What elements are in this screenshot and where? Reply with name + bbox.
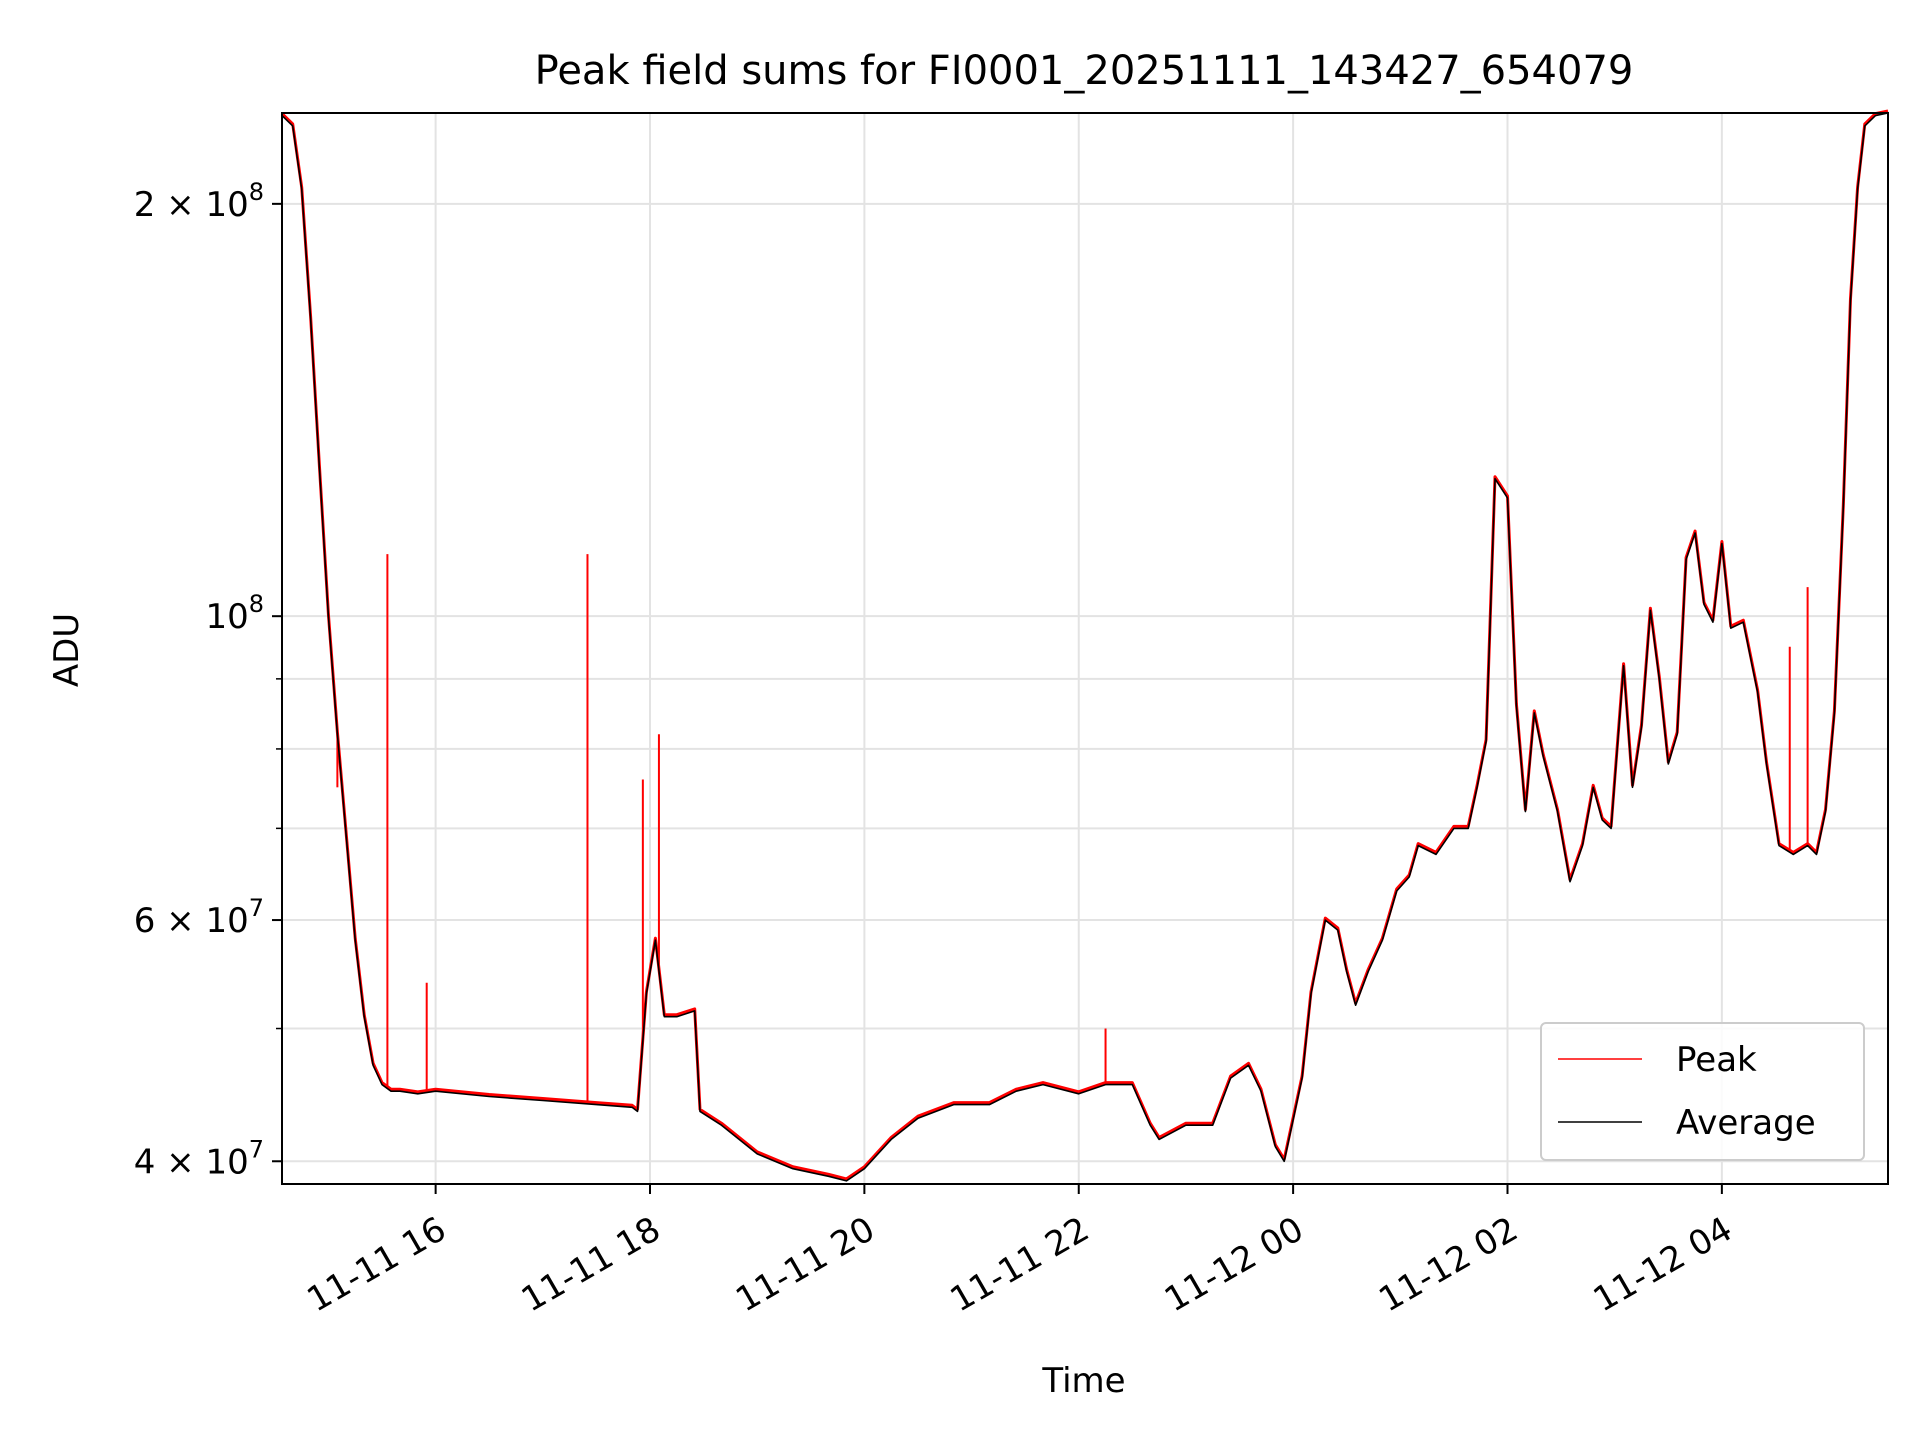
series-layer [280, 109, 1889, 1182]
x-tick-label: 11-11 16 [300, 1209, 452, 1320]
legend-peak-label: Peak [1676, 1040, 1757, 1080]
x-tick-label: 11-11 20 [729, 1209, 881, 1320]
x-axis-label: Time [1041, 1361, 1125, 1401]
x-axis: 11-11 16 11-11 18 11-11 20 11-11 22 11-12 00… [300, 1184, 1739, 1320]
grid [282, 113, 1888, 1184]
x-tick-label: 11-11 22 [944, 1209, 1096, 1320]
x-tick-label: 11-12 00 [1158, 1209, 1310, 1320]
peak-line [280, 109, 1889, 1181]
y-tick-label: 6 × 107 [134, 894, 264, 941]
y-axis: 4 × 107 6 × 107 108 2 × 108 [134, 178, 282, 1182]
average-line [281, 112, 1889, 1182]
legend-average-label: Average [1676, 1103, 1816, 1143]
chart-title: Peak field sums for FI0001_20251111_1434… [535, 48, 1634, 94]
plot-frame [281, 112, 1889, 1185]
x-tick-label: 11-12 02 [1372, 1209, 1524, 1320]
x-tick-label: 11-11 18 [515, 1209, 667, 1320]
y-tick-label: 2 × 108 [134, 178, 264, 225]
y-axis-label: ADU [47, 613, 87, 687]
legend-box [1540, 1022, 1865, 1161]
y-tick-label: 4 × 107 [134, 1135, 264, 1182]
x-tick-label: 11-12 04 [1587, 1209, 1739, 1320]
y-tick-label: 108 [205, 590, 264, 637]
legend: Peak Average [1540, 1022, 1865, 1161]
